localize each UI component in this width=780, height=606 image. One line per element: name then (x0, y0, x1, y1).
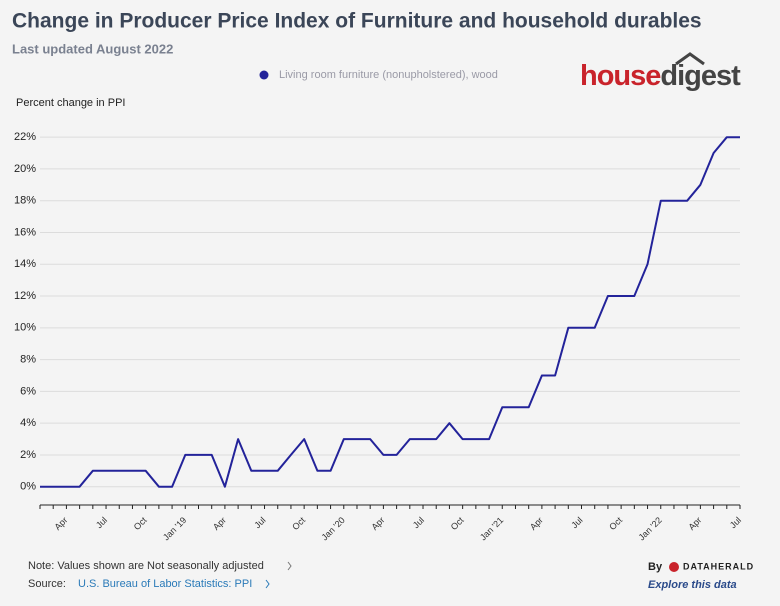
x-tick-label: Oct (449, 515, 466, 532)
y-tick-label: 2% (20, 449, 36, 461)
credit-icon (669, 562, 679, 572)
credit-name[interactable]: DATAHERALD (683, 561, 754, 571)
source-link[interactable]: U.S. Bureau of Labor Statistics: PPI (78, 578, 252, 590)
y-tick-label: 4% (20, 417, 36, 429)
brand-logo[interactable]: housedigest (580, 60, 742, 92)
y-tick-label: 16% (14, 226, 36, 238)
x-tick-label: Apr (53, 515, 70, 532)
x-tick-label: Oct (132, 515, 149, 532)
x-tick-label: Apr (686, 515, 703, 532)
x-tick-label: Jan '19 (161, 515, 188, 542)
y-tick-label: 6% (20, 385, 36, 397)
plot-area: 0% 2% 4% 6% 8% 10% 12% 14% 16% 18% 20% 22% Apr Jul Oct… (14, 131, 743, 542)
chart-subtitle: Last updated August 2022 (12, 41, 173, 56)
y-axis-label: Percent change in PPI (16, 97, 125, 109)
x-tick-label: Apr (528, 515, 545, 532)
x-tick-label: Jul (94, 515, 109, 530)
brand-part: digest (660, 60, 741, 92)
x-tick-label: Jul (252, 515, 267, 530)
y-tick-label: 22% (14, 131, 36, 143)
x-tick-label: Jul (569, 515, 584, 530)
y-tick-label: 18% (14, 195, 36, 207)
logo-roof (675, 52, 705, 66)
y-tick-label: 20% (14, 163, 36, 175)
credit-by: By (648, 561, 663, 573)
legend-swatch (259, 70, 269, 80)
x-tick-label: Jul (728, 515, 743, 530)
source-label: Source: (28, 578, 66, 590)
x-tick-label: Jan '20 (319, 515, 346, 542)
x-tick-label: Oct (290, 515, 307, 532)
y-tick-label: 0% (20, 481, 36, 493)
note: Note: Values shown are Not seasonally ad… (28, 560, 264, 572)
x-tick-label: Apr (211, 515, 228, 532)
x-tick-label: Oct (607, 515, 624, 532)
brand-part: house (580, 60, 661, 92)
chart-title: Change in Producer Price Index of Furnit… (12, 10, 702, 33)
x-tick-label: Jan '21 (478, 515, 505, 542)
source-arrow (265, 579, 270, 589)
x-tick-label: Jan '22 (636, 515, 663, 542)
legend-label[interactable]: Living room furniture (nonupholstered), … (279, 69, 498, 81)
note-arrow (287, 561, 292, 571)
y-tick-label: 12% (14, 290, 36, 302)
explore-link[interactable]: Explore this data (648, 579, 737, 591)
y-tick-label: 14% (14, 258, 36, 270)
series-line (40, 136, 740, 488)
y-tick-label: 8% (20, 354, 36, 366)
y-tick-label: 10% (14, 322, 36, 334)
x-tick-label: Jul (411, 515, 426, 530)
x-tick-label: Apr (370, 515, 387, 532)
